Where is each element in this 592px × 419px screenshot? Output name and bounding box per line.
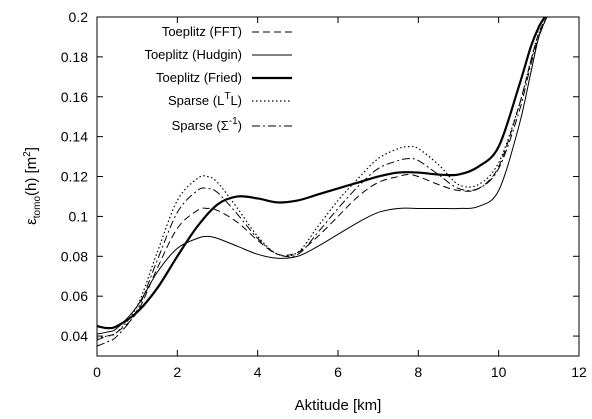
series-line-toeplitz-fried bbox=[97, 17, 546, 330]
legend: Toeplitz (FFT) Toeplitz (Hudgin) Toeplit… bbox=[144, 24, 292, 133]
y-tick-label: 0.2 bbox=[69, 9, 89, 25]
legend-label-sparse-sigma-end: ) bbox=[238, 118, 242, 133]
series-line-toeplitz-fft bbox=[97, 17, 548, 341]
legend-label-sparse-sigma-sup: -1 bbox=[229, 116, 238, 127]
y-tick-label: 0.08 bbox=[61, 248, 88, 264]
y-tick-label: 0.1 bbox=[69, 208, 89, 224]
y-tick-label: 0.14 bbox=[61, 129, 88, 145]
x-tick-label: 6 bbox=[334, 364, 342, 380]
series-line-sparse-sigma bbox=[97, 17, 548, 347]
legend-label-fft: Toeplitz (FFT) bbox=[162, 24, 242, 39]
series-line-toeplitz-hudgin bbox=[97, 17, 548, 335]
y-tick-label: 0.06 bbox=[61, 288, 88, 304]
y-tick-labels: 0.04 0.06 0.08 0.1 0.12 0.14 0.16 0.18 0.2 bbox=[61, 9, 88, 344]
legend-label-fried: Toeplitz (Fried) bbox=[156, 70, 242, 85]
legend-label-sparse-ltl-sup: T bbox=[224, 91, 230, 102]
x-tick-label: 8 bbox=[414, 364, 422, 380]
y-tick-label: 0.12 bbox=[61, 169, 88, 185]
x-axis-label: Aktitude [km] bbox=[295, 397, 382, 414]
y-axis-label-middle: (h) [m bbox=[23, 157, 40, 196]
x-tick-label: 0 bbox=[93, 364, 101, 380]
series-layer bbox=[97, 17, 548, 347]
legend-label-sparse-ltl-base: Sparse (L bbox=[168, 93, 224, 108]
series-line-sparse-ltl bbox=[97, 17, 548, 339]
y-axis-label-end: ] bbox=[23, 147, 40, 151]
legend-label-sparse-sigma-base: Sparse (Σ bbox=[172, 118, 229, 133]
plot-frame bbox=[96, 16, 580, 357]
legend-label-sparse-sigma: Sparse (Σ-1) bbox=[172, 116, 242, 133]
y-axis-label-base: ε bbox=[23, 218, 40, 225]
x-tick-labels: 0 2 4 6 8 10 12 bbox=[93, 364, 587, 380]
x-tick-label: 2 bbox=[173, 364, 181, 380]
x-tick-label: 12 bbox=[571, 364, 587, 380]
tick-marks bbox=[96, 16, 580, 356]
y-axis-label-sup: 2 bbox=[22, 151, 33, 157]
y-axis-label-sub: tomo bbox=[32, 196, 43, 219]
y-tick-label: 0.04 bbox=[61, 328, 88, 344]
x-tick-label: 10 bbox=[491, 364, 507, 380]
legend-label-sparse-ltl-end: L) bbox=[230, 93, 242, 108]
x-tick-label: 4 bbox=[254, 364, 262, 380]
y-tick-label: 0.18 bbox=[61, 49, 88, 65]
legend-label-hudgin: Toeplitz (Hudgin) bbox=[144, 47, 242, 62]
y-axis-label: εtomo(h) [m2] bbox=[22, 147, 43, 225]
y-tick-label: 0.16 bbox=[61, 89, 88, 105]
legend-label-sparse-ltl: Sparse (LTL) bbox=[168, 91, 242, 108]
